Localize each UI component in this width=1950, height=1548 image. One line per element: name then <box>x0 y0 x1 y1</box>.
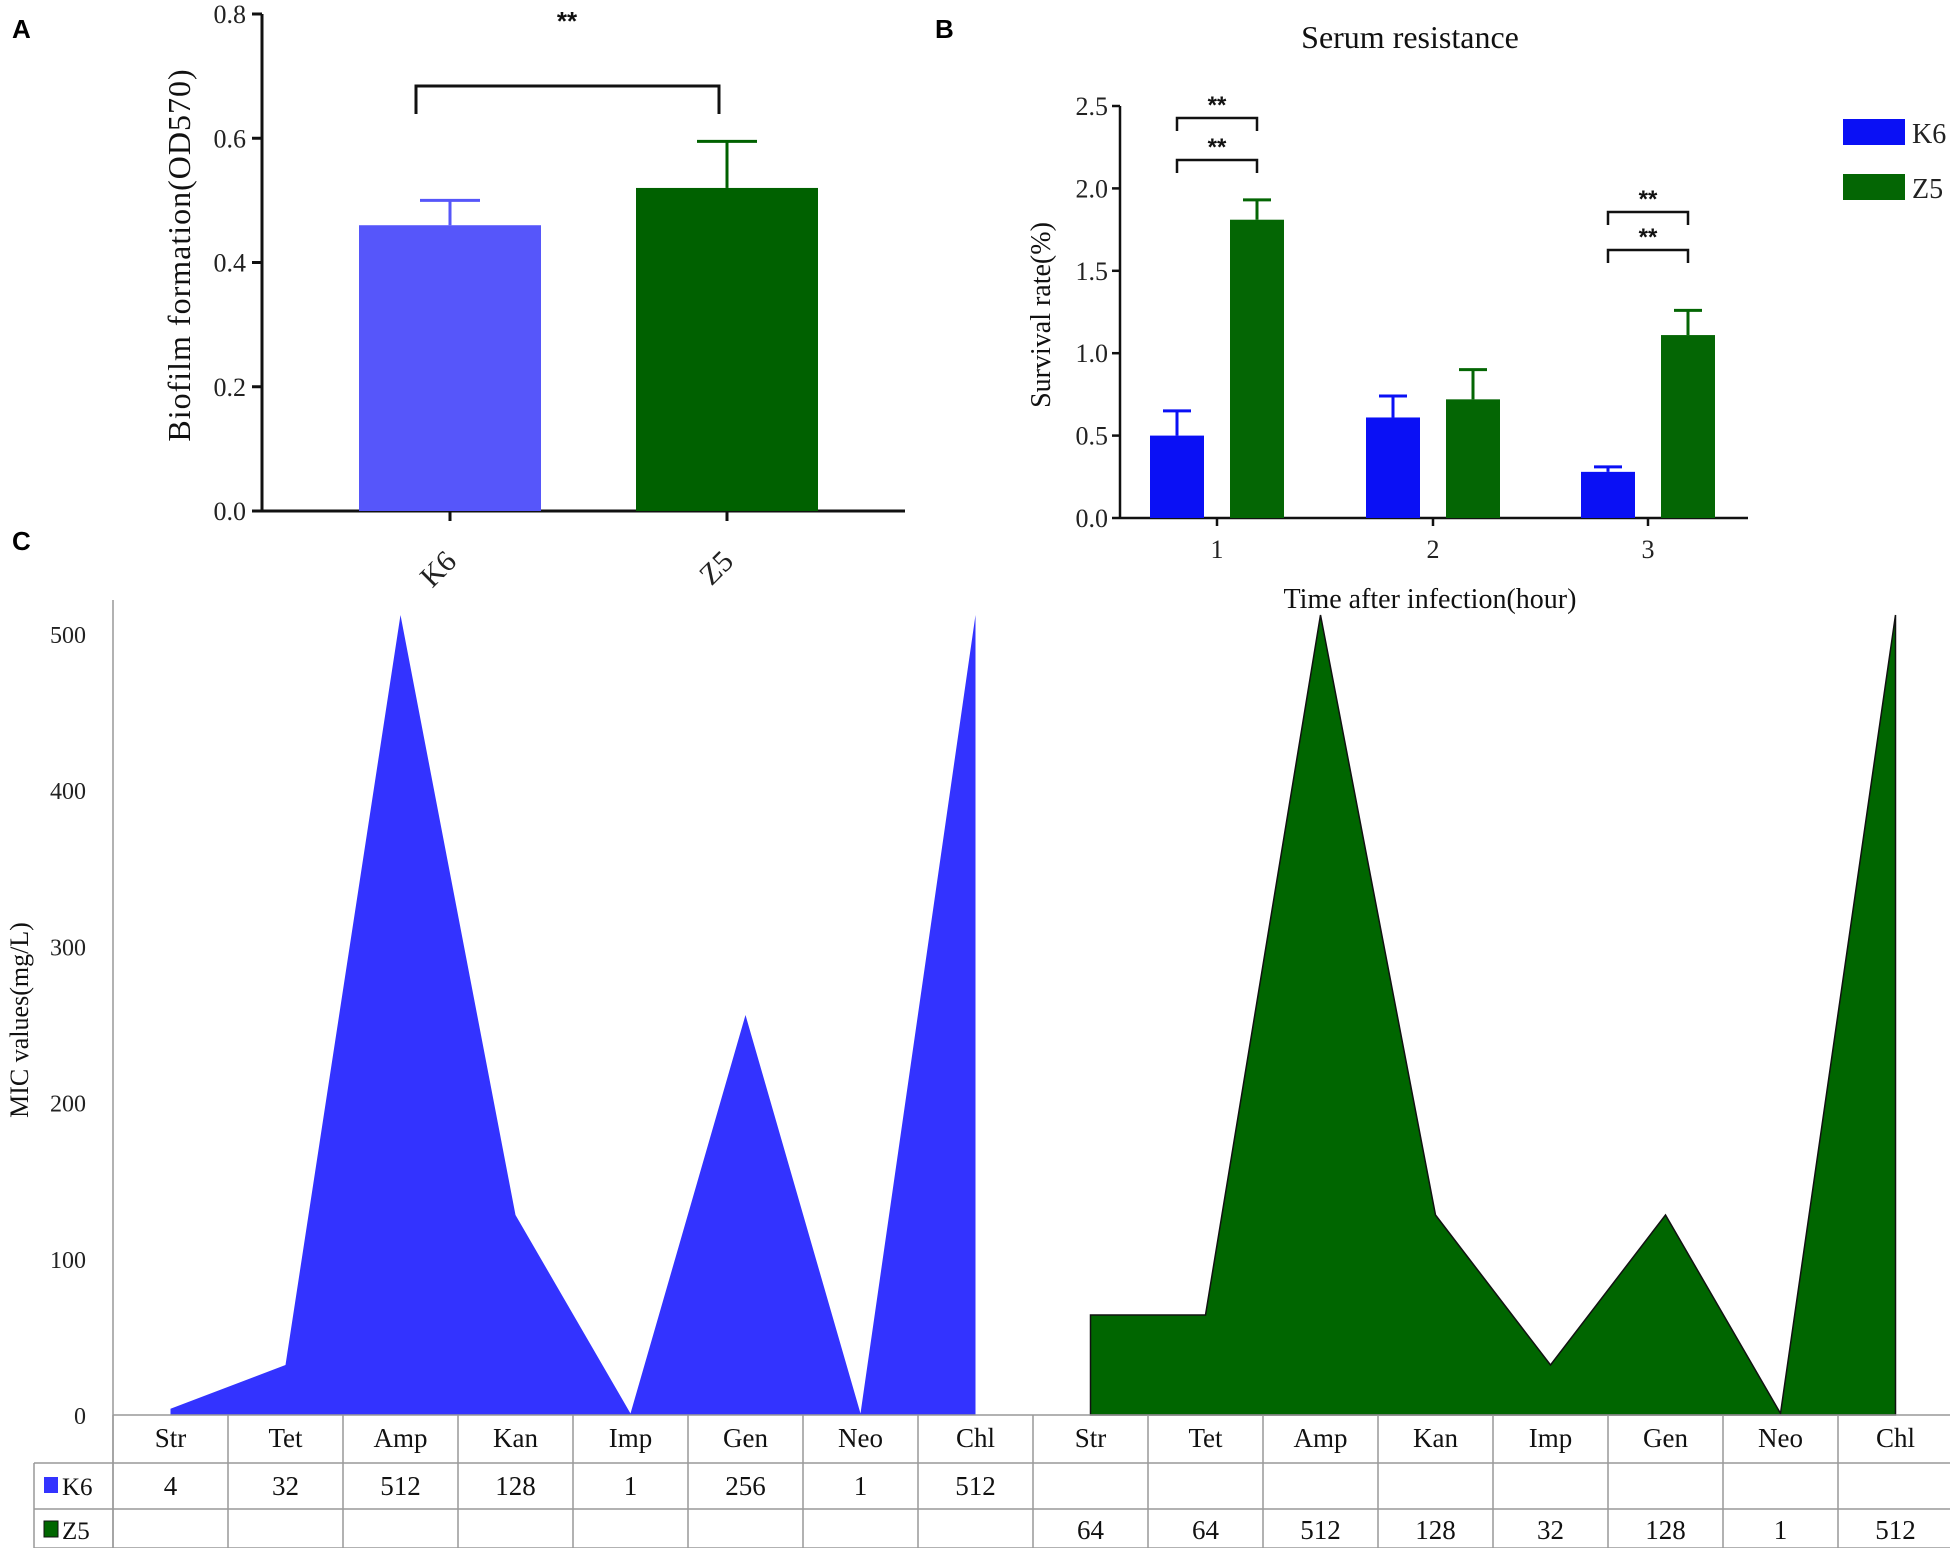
c-table-legend-label-k6: K6 <box>62 1474 93 1501</box>
b-legend-label-k6: K6 <box>1912 119 1946 150</box>
b-significance-bracket <box>1606 248 1690 263</box>
b-y-tick-label: 0.0 <box>1076 504 1109 533</box>
a-y-tick-label: 0.6 <box>214 124 247 153</box>
c-table-cell: 32 <box>272 1471 299 1501</box>
b-significance-label: ** <box>1639 224 1658 251</box>
c-table-header: Gen <box>1643 1423 1688 1453</box>
a-bar-k6 <box>359 225 541 511</box>
c-y-tick-label: 100 <box>50 1248 86 1274</box>
a-x-tick-label: Z5 <box>693 545 740 592</box>
b-significance-label: ** <box>1208 92 1227 119</box>
a-plot-area: 0.0 0.2 0.4 0.6 0.8 K6 Z5 ** <box>214 0 905 594</box>
a-x-tick-label: K6 <box>414 545 463 594</box>
b-x-tick-label: 3 <box>1642 535 1655 564</box>
b-significance-label: ** <box>1208 134 1227 161</box>
b-bar-k6-3 <box>1581 471 1635 518</box>
c-table-cell: 1 <box>1774 1515 1788 1545</box>
c-table-cell: 512 <box>1300 1515 1341 1545</box>
c-area-z5 <box>1089 614 1897 1416</box>
a-significance-label: ** <box>557 6 578 36</box>
c-y-tick-label: 500 <box>50 623 86 649</box>
c-table-header: Chl <box>1876 1423 1915 1453</box>
c-table-cell: 128 <box>495 1471 536 1501</box>
c-table-legend-swatch-z5 <box>43 1520 59 1538</box>
a-y-tick-label: 0.8 <box>214 0 247 29</box>
b-x-tick-label: 2 <box>1427 535 1440 564</box>
b-legend-swatch-k6 <box>1843 119 1905 145</box>
c-table-header: Kan <box>1413 1423 1458 1453</box>
panel-c: C MIC values(mg/L) 0 100 200 300 400 500 Str Te… <box>5 526 1950 1548</box>
b-y-tick-label: 2.5 <box>1076 92 1109 121</box>
b-bar-z5-3 <box>1661 335 1715 518</box>
panel-a: A Biofilm formation(OD570) 0.00.20.40.60… <box>12 0 905 594</box>
c-table-cell: 64 <box>1192 1515 1220 1545</box>
c-table-cell: 512 <box>955 1471 996 1501</box>
c-table-header: Str <box>1075 1423 1107 1453</box>
c-table-cell: 512 <box>380 1471 421 1501</box>
a-y-tick-label: 0.2 <box>214 373 247 402</box>
c-y-tick-label: 200 <box>50 1092 86 1118</box>
c-table-header: Amp <box>374 1423 428 1453</box>
a-y-axis-title: Biofilm formation(OD570) <box>161 68 197 441</box>
c-table-cell: 512 <box>1875 1515 1916 1545</box>
panel-label-b: B <box>935 14 954 44</box>
c-table-header: Gen <box>723 1423 768 1453</box>
c-y-tick-label: 0 <box>74 1404 86 1430</box>
b-significance-label: ** <box>1639 186 1658 213</box>
b-plot-area: 0.0 0.5 1.0 1.5 2.0 2.5 1 2 3 ** ** ** ** K6 Z5 <box>1076 92 1947 564</box>
c-area-k6 <box>170 615 976 1415</box>
c-table-header: Kan <box>493 1423 538 1453</box>
c-y-axis-title: MIC values(mg/L) <box>5 922 34 1118</box>
b-bar-k6-2 <box>1366 417 1420 518</box>
b-y-tick-label: 1.5 <box>1076 257 1109 286</box>
b-legend-label-z5: Z5 <box>1912 174 1943 205</box>
c-table-header: Imp <box>609 1423 653 1453</box>
b-bar-z5-1 <box>1230 219 1284 518</box>
c-table-header: Chl <box>956 1423 995 1453</box>
c-table-header: Tet <box>1188 1423 1223 1453</box>
b-x-axis-title: Time after infection(hour) <box>1284 584 1577 615</box>
c-table-cell: 32 <box>1537 1515 1564 1545</box>
panel-label-c: C <box>12 526 31 556</box>
b-chart-title: Serum resistance <box>1301 19 1519 55</box>
c-table-header: Str <box>155 1423 187 1453</box>
c-table-header: Tet <box>268 1423 303 1453</box>
c-table-cell: 1 <box>624 1471 638 1501</box>
a-significance-bracket <box>414 84 721 114</box>
b-y-tick-label: 1.0 <box>1076 339 1109 368</box>
a-y-tick-label: 0.4 <box>214 249 247 278</box>
c-table-legend-swatch-k6 <box>44 1477 58 1493</box>
c-table-cell: 128 <box>1645 1515 1686 1545</box>
c-table-header: Imp <box>1529 1423 1573 1453</box>
c-y-tick-label: 300 <box>50 935 86 961</box>
c-table-header: Amp <box>1294 1423 1348 1453</box>
panel-b: B Serum resistance Survival rate(%) Time… <box>935 14 1946 615</box>
c-table-cell: 64 <box>1077 1515 1105 1545</box>
c-table-cell: 256 <box>725 1471 766 1501</box>
b-legend-swatch-z5 <box>1843 174 1905 200</box>
b-y-tick-label: 0.5 <box>1076 422 1109 451</box>
c-table-header: Neo <box>838 1423 883 1453</box>
c-plot-area: 0 100 200 300 400 500 Str Tet Amp Kan Imp Gen Neo Chl… <box>33 600 1950 1548</box>
b-significance-bracket <box>1606 210 1690 225</box>
b-x-tick-label: 1 <box>1211 535 1224 564</box>
c-table-legend-label-z5: Z5 <box>62 1518 90 1545</box>
c-y-tick-label: 400 <box>50 779 86 805</box>
b-y-tick-label: 2.0 <box>1076 174 1109 203</box>
a-y-tick-label: 0.0 <box>214 497 247 526</box>
b-bar-k6-1 <box>1150 435 1204 518</box>
c-table-cell: 1 <box>854 1471 868 1501</box>
c-table-cell: 4 <box>164 1471 178 1501</box>
a-bar-z5 <box>636 187 818 511</box>
c-table-header: Neo <box>1758 1423 1803 1453</box>
b-bar-z5-2 <box>1446 399 1500 518</box>
panel-label-a: A <box>12 14 31 44</box>
b-significance-bracket <box>1175 158 1259 173</box>
c-table-cell: 128 <box>1415 1515 1456 1545</box>
b-significance-bracket <box>1175 116 1259 131</box>
b-y-axis-title: Survival rate(%) <box>1026 222 1057 408</box>
